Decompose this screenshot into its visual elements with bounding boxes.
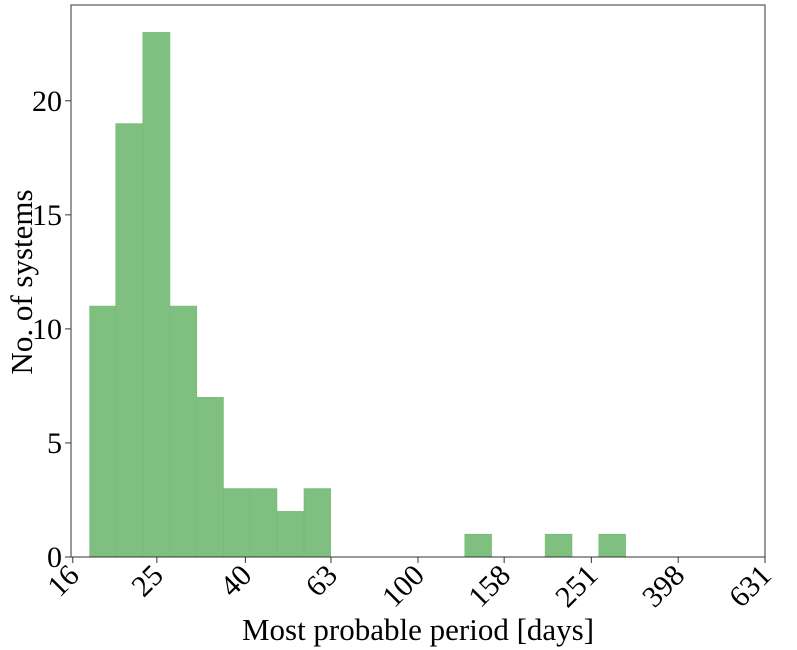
- histogram-bar-17: [544, 533, 573, 558]
- y-tick-label: 10: [32, 313, 62, 346]
- y-axis-ticks: 0 5 10 15 20: [32, 85, 71, 574]
- histogram-bar-0: [89, 305, 117, 558]
- histogram-bar-6: [249, 488, 278, 558]
- x-tick-label: 631: [723, 559, 778, 614]
- x-axis-ticks: 16 25 40 63 100 158 251 398 631: [41, 557, 778, 614]
- x-tick-label: 100: [376, 559, 431, 614]
- histogram-bar-14: [464, 533, 492, 558]
- x-axis-label: Most probable period [days]: [242, 612, 594, 647]
- histogram-bar-1: [115, 123, 144, 558]
- x-tick-label: 251: [549, 559, 604, 614]
- histogram-bar-8: [303, 488, 331, 558]
- histogram-bar-3: [169, 305, 198, 558]
- x-tick-label: 158: [462, 559, 517, 614]
- y-tick-label: 15: [32, 199, 62, 232]
- y-tick-label: 20: [32, 85, 62, 118]
- x-tick-label: 40: [214, 559, 259, 604]
- histogram-bar-5: [223, 488, 251, 558]
- x-tick-label: 25: [125, 559, 170, 604]
- histogram-bar-2: [142, 32, 171, 558]
- x-tick-label: 63: [299, 559, 344, 604]
- y-tick-label: 5: [47, 427, 62, 460]
- x-tick-label: 398: [636, 559, 691, 614]
- y-axis-label: No. of systems: [4, 189, 39, 374]
- histogram-bar-19: [598, 533, 626, 558]
- y-tick-label: 0: [47, 541, 62, 574]
- histogram-bar-4: [196, 397, 224, 558]
- bars-group: [89, 32, 626, 558]
- histogram-bar-7: [276, 511, 305, 558]
